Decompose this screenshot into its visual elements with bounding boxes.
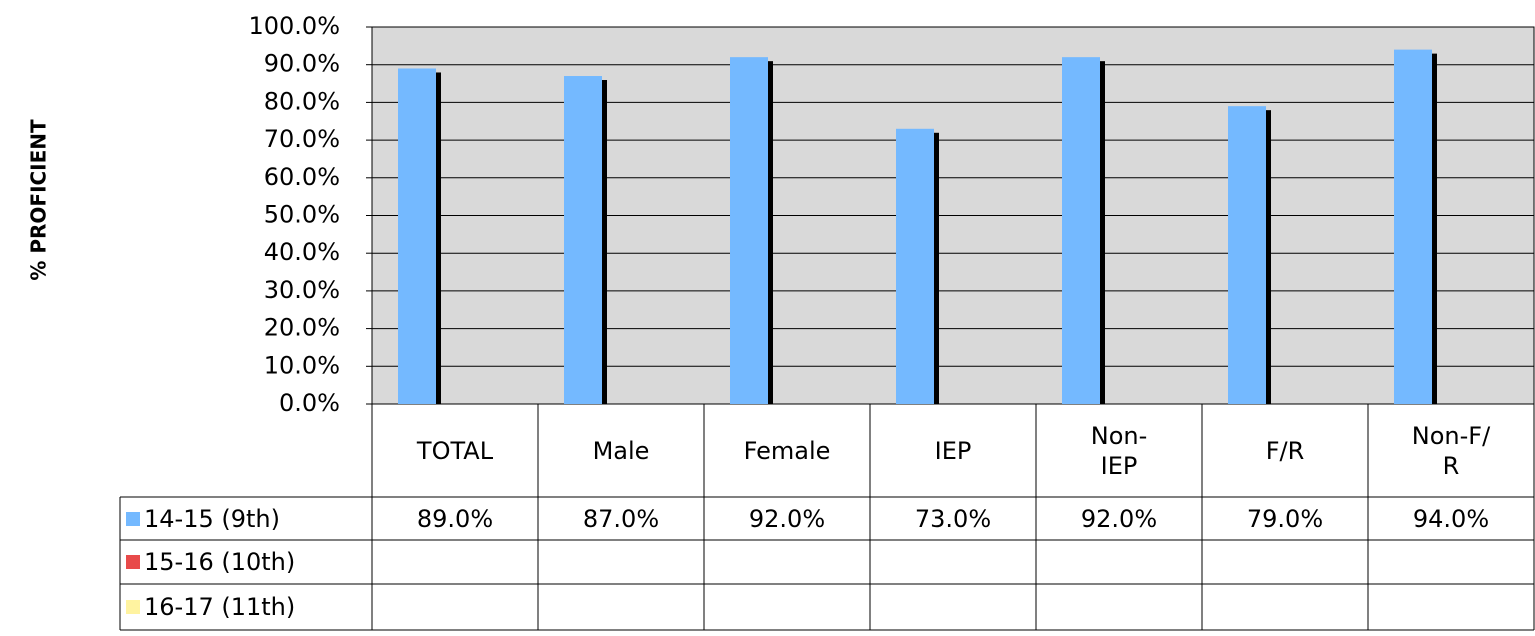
y-tick-label: 60.0%: [264, 163, 340, 191]
category-cell: F/R: [1265, 436, 1305, 465]
category-cell: TOTAL: [416, 436, 494, 465]
category-cell: Female: [743, 436, 831, 465]
value-cell: [704, 584, 870, 630]
legend-label: 15-16 (10th): [144, 548, 296, 576]
legend-label: 14-15 (9th): [144, 504, 280, 533]
value-cell: 89.0%: [416, 504, 494, 533]
legend-cell: 15-16 (10th): [120, 540, 372, 584]
value-cell: 92.0%: [1080, 504, 1158, 533]
value-cell: 92.0%: [748, 504, 826, 533]
category-cell: Non- IEP: [1090, 421, 1148, 480]
value-cell: [1202, 584, 1368, 630]
bar: [730, 57, 768, 404]
value-cell: [1368, 540, 1534, 584]
bar: [1062, 57, 1100, 404]
y-tick-label: 100.0%: [248, 12, 340, 40]
value-cell: 73.0%: [914, 504, 992, 533]
legend-swatch: [126, 511, 140, 526]
value-cell: 94.0%: [1412, 504, 1490, 533]
value-cell: 87.0%: [582, 504, 660, 533]
bar: [564, 76, 602, 404]
y-tick-label: 10.0%: [264, 351, 340, 379]
y-tick-label: 50.0%: [264, 201, 340, 229]
value-cell: [870, 584, 1036, 630]
legend-swatch: [126, 600, 140, 614]
value-cell: 79.0%: [1246, 504, 1324, 533]
y-tick-label: 80.0%: [264, 87, 340, 115]
y-tick-label: 70.0%: [264, 125, 340, 153]
legend-label: 16-17 (11th): [144, 593, 296, 621]
y-tick-label: 0.0%: [279, 389, 340, 417]
value-cell: [1368, 584, 1534, 630]
y-axis-label: % PROFICIENT: [27, 119, 51, 281]
value-cell: [538, 584, 704, 630]
bar: [1394, 49, 1432, 405]
legend-cell: 14-15 (9th): [120, 497, 372, 540]
value-cell: [1202, 540, 1368, 584]
category-cell: Non-F/ R: [1411, 421, 1491, 480]
legend-cell: 16-17 (11th): [120, 584, 372, 630]
legend-swatch: [126, 555, 140, 569]
bar: [896, 128, 934, 405]
y-tick-label: 90.0%: [264, 50, 340, 78]
y-tick-label: 20.0%: [264, 314, 340, 342]
bar: [1228, 106, 1266, 405]
value-cell: [1036, 584, 1202, 630]
value-cell: [372, 540, 538, 584]
category-cell: Male: [592, 436, 650, 465]
category-cell: IEP: [934, 436, 972, 465]
value-cell: [372, 584, 538, 630]
y-tick-label: 30.0%: [264, 276, 340, 304]
bar: [398, 68, 436, 404]
value-cell: [704, 540, 870, 584]
value-cell: [538, 540, 704, 584]
y-tick-label: 40.0%: [264, 238, 340, 266]
value-cell: [870, 540, 1036, 584]
value-cell: [1036, 540, 1202, 584]
